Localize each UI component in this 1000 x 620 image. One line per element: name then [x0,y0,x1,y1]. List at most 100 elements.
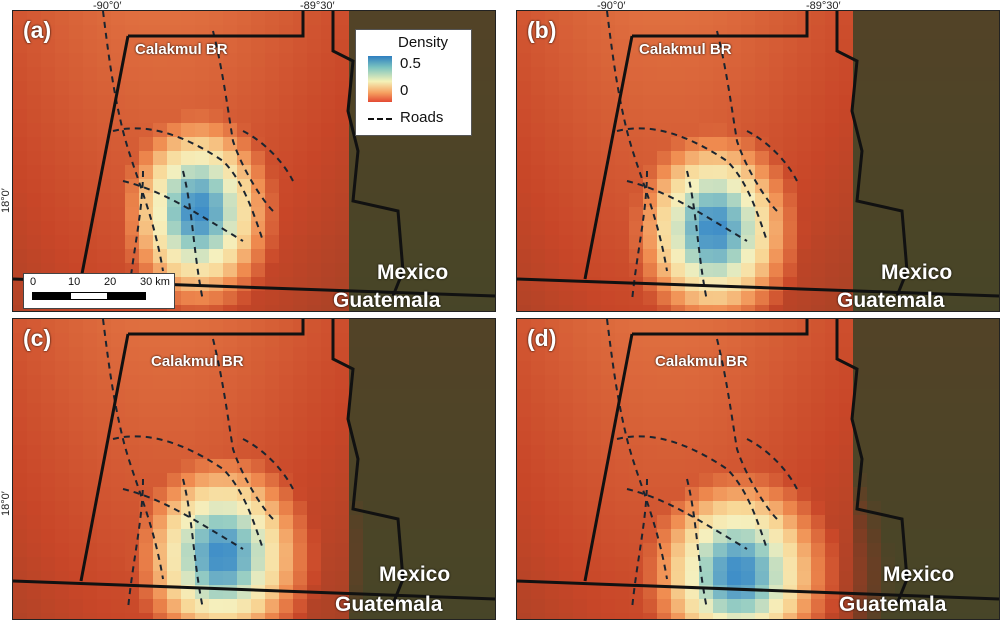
density-cell [657,291,672,306]
density-cell [349,599,364,614]
density-cell [853,347,868,362]
density-cell [27,417,42,432]
density-cell [559,459,574,474]
density-cell [41,501,56,516]
density-cell [559,95,574,110]
density-cell [349,585,364,600]
density-cell [391,473,406,488]
density-cell [629,501,644,516]
density-cell [979,571,994,586]
density-cell [811,179,826,194]
density-cell [209,137,224,152]
density-cell [55,599,70,614]
density-cell [321,305,336,311]
density-cell [643,389,658,404]
density-cell [307,25,322,40]
density-cell [153,11,168,26]
density-cell [979,431,994,446]
density-cell [335,305,350,311]
density-cell [937,39,952,54]
density-cell [293,165,308,180]
density-cell [293,515,308,530]
density-cell [601,305,616,311]
density-cell [349,277,364,292]
density-cell [741,193,756,208]
density-cell [825,599,840,614]
density-cell [559,11,574,26]
density-cell [461,263,476,278]
density-cell [811,389,826,404]
density-cell [671,543,686,558]
density-cell [895,403,910,418]
density-cell [237,123,252,138]
density-cell [321,543,336,558]
density-cell [867,109,882,124]
density-cell [293,39,308,54]
density-cell [671,179,686,194]
density-cell [951,25,966,40]
density-cell [475,95,490,110]
density-cell [391,179,406,194]
density-cell [139,417,154,432]
density-cell [979,403,994,418]
density-cell [573,515,588,530]
density-cell [601,291,616,306]
density-cell [881,137,896,152]
density-cell [769,165,784,180]
density-cell [965,571,980,586]
density-cell [489,403,495,418]
density-cell [881,487,896,502]
density-cell [517,543,532,558]
density-cell [167,501,182,516]
density-cell [447,361,462,376]
density-cell [13,431,28,446]
density-cell [699,81,714,96]
density-cell [223,193,238,208]
density-cell [335,151,350,166]
density-cell [937,25,952,40]
density-cell [559,585,574,600]
roads-layer-d [606,319,798,610]
density-cell [853,613,868,619]
density-cell [923,501,938,516]
density-cell [601,557,616,572]
density-cell [209,123,224,138]
density-cell [615,515,630,530]
density-cell [867,263,882,278]
density-cell [643,263,658,278]
density-cell [685,221,700,236]
density-cell [125,123,140,138]
density-cell [979,207,994,222]
density-cell [559,417,574,432]
density-cell [475,403,490,418]
density-cell [727,291,742,306]
density-cell [531,165,546,180]
density-cell [69,473,84,488]
density-cell [139,67,154,82]
density-cell [349,249,364,264]
density-cell [209,599,224,614]
density-cell [489,487,495,502]
density-cell [489,431,495,446]
density-cell [909,179,924,194]
density-cell [237,571,252,586]
density-cell [405,557,420,572]
density-cell [391,487,406,502]
density-cell [13,571,28,586]
density-cell [825,263,840,278]
density-cell [321,291,336,306]
density-cell [279,67,294,82]
density-cell [979,137,994,152]
density-cell [685,599,700,614]
density-cell [489,389,495,404]
density-cell [741,39,756,54]
density-cell [293,291,308,306]
density-cell [657,263,672,278]
density-cell [951,473,966,488]
density-cell [881,249,896,264]
density-cell [587,571,602,586]
density-cell [951,67,966,82]
density-cell [741,543,756,558]
density-cell [223,571,238,586]
density-cell [391,11,406,26]
